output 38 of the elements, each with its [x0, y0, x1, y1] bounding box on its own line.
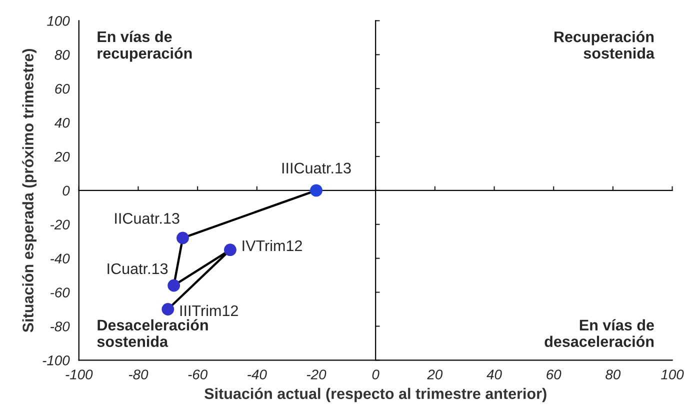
annotation: Desaceleración sostenida [97, 319, 208, 347]
y-tick-label: 40 [54, 118, 70, 128]
data-label: IICuatr.13 [115, 213, 180, 224]
x-tick-label: -40 [248, 370, 267, 380]
data-label: IIITrim12 [180, 304, 238, 316]
y-tick-label: -40 [50, 254, 70, 264]
y-tick-label: -20 [50, 220, 70, 230]
point [162, 303, 174, 316]
y-tick-label: 80 [54, 50, 70, 60]
y-tick-label: 0 [62, 186, 70, 196]
x-tick-label: -100 [66, 370, 93, 380]
x-tick-label: -20 [306, 370, 326, 380]
x-tick-label: 100 [661, 370, 684, 380]
x-tick-label: 0 [372, 370, 380, 380]
x-tick-label: 80 [606, 370, 621, 380]
x-tick-label: 20 [427, 370, 443, 380]
point [310, 184, 322, 197]
x-tick-label: 40 [486, 370, 502, 380]
y-axis-title: Situación esperada (próximo trimestre) [22, 48, 37, 332]
x-tick-label: -60 [188, 370, 208, 380]
data-label: IIICuatr.13 [282, 162, 351, 174]
y-tick-label: 60 [55, 84, 70, 94]
y-tick-label: 100 [47, 16, 70, 26]
point [168, 279, 180, 292]
data-label: IVTrim12 [242, 240, 302, 252]
y-tick-label: -100 [42, 356, 70, 366]
x-axis-title: Situación actual (respecto al trimestre anterior) [204, 388, 546, 402]
annotation: En vías de desaceleración [544, 319, 654, 347]
y-tick-label: -60 [50, 288, 70, 298]
point [224, 244, 236, 256]
data-label: ICuatr.13 [108, 263, 168, 274]
annotation: Recuperación sostenida [554, 30, 655, 59]
x-tick-label: 60 [546, 370, 562, 380]
y-tick-label: -80 [50, 322, 70, 332]
x-tick-label: -80 [128, 370, 148, 380]
annotation: En vías de recuperación [98, 30, 192, 62]
y-tick-label: 20 [54, 152, 70, 162]
point [176, 232, 189, 244]
